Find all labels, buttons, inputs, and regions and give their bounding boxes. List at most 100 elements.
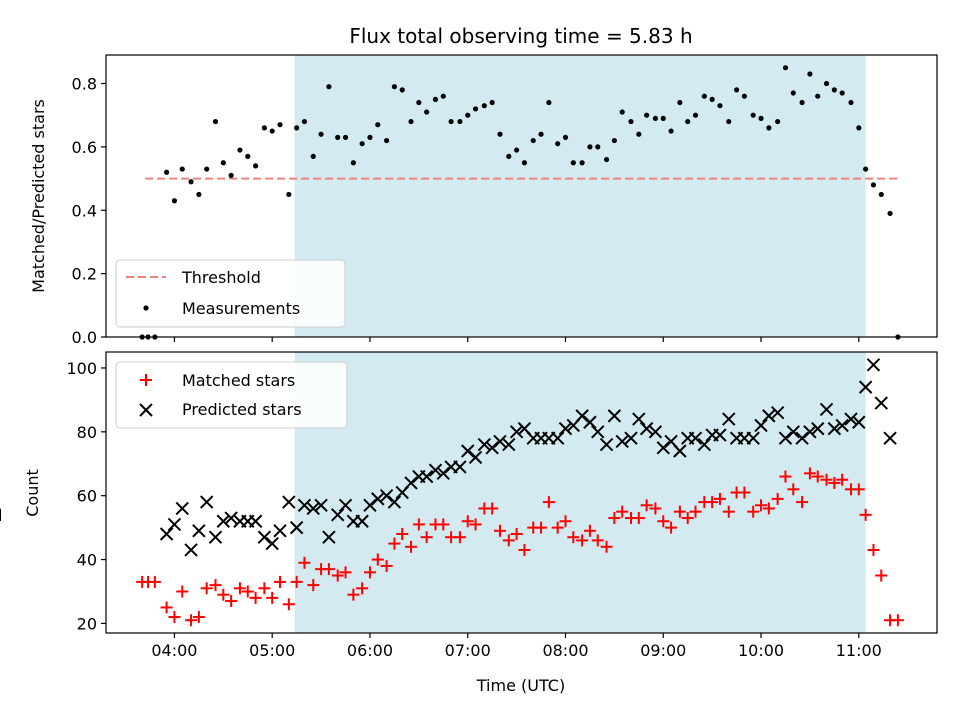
predicted-star-point <box>803 425 817 439</box>
matched-star-point <box>380 559 393 572</box>
measurement-point <box>497 131 503 137</box>
matched-stars-points <box>136 467 904 627</box>
measurement-point <box>261 125 267 131</box>
matched-star-point <box>796 496 809 509</box>
matched-star-point <box>891 614 904 627</box>
measurement-point <box>870 182 877 188</box>
matched-star-point <box>217 588 230 601</box>
matched-star-point <box>200 582 213 595</box>
matched-star-point <box>168 611 181 624</box>
predicted-star-point <box>387 495 402 509</box>
measurement-point <box>277 122 283 128</box>
matched-star-point <box>828 476 841 489</box>
x-tick-label: 09:00 <box>640 641 686 660</box>
top-x-ticks <box>173 337 860 342</box>
predicted-star-point <box>624 431 638 445</box>
bottom-y-tick-label: 60 <box>77 487 97 506</box>
matched-star-point <box>535 521 548 534</box>
measurement-point <box>741 93 748 99</box>
measurement-point <box>790 90 796 96</box>
matched-star-point <box>331 569 344 582</box>
predicted-star-point <box>509 425 524 439</box>
measurement-point <box>481 103 487 109</box>
matched-star-point <box>706 496 719 509</box>
matched-star-point <box>673 505 686 518</box>
legend-measurements-swatch <box>143 305 149 311</box>
bottom-legend-box <box>115 361 348 429</box>
legend-predicted-swatch <box>139 403 153 417</box>
matched-star-point <box>233 582 246 595</box>
measurement-point <box>521 160 528 166</box>
measurement-point <box>546 99 552 106</box>
matched-star-point <box>274 575 287 588</box>
measurement-point <box>611 137 617 144</box>
predicted-star-point <box>858 380 873 394</box>
predicted-star-point <box>648 425 663 439</box>
predicted-star-point <box>428 463 443 477</box>
measurement-point <box>668 128 674 134</box>
measurement-point <box>245 153 251 159</box>
matched-star-point <box>453 531 466 544</box>
matched-star-point <box>755 499 768 512</box>
measurement-point <box>359 141 365 147</box>
measurement-point <box>335 134 341 140</box>
measurement-point <box>408 118 414 125</box>
matched-star-point <box>225 595 238 608</box>
matched-star-point <box>567 531 580 544</box>
predicted-star-point <box>297 498 312 512</box>
top-y-tick-label: 0.2 <box>72 265 97 284</box>
matched-star-point <box>836 473 849 486</box>
predicted-star-point <box>461 444 475 458</box>
measurement-point <box>514 147 520 153</box>
measurement-point <box>701 93 707 99</box>
legend-threshold-label: Threshold <box>181 268 261 287</box>
predicted-star-point <box>265 536 279 551</box>
matched-star-point <box>722 505 735 518</box>
predicted-star-point <box>583 415 597 429</box>
measurement-point <box>619 109 625 115</box>
measurement-point <box>530 137 536 144</box>
predicted-star-point <box>746 431 760 445</box>
matched-star-point <box>657 515 670 528</box>
measurement-point <box>212 118 219 125</box>
x-tick-label: 04:00 <box>151 641 197 660</box>
matched-star-point <box>518 543 531 556</box>
measurement-point <box>188 179 194 185</box>
measurement-point <box>424 109 430 115</box>
matched-star-point <box>852 483 865 496</box>
measurement-point <box>350 160 356 166</box>
predicted-star-point <box>874 396 888 410</box>
measurement-point <box>367 134 373 140</box>
measurement-point <box>750 112 756 118</box>
x-axis-label: Time (UTC) <box>476 676 565 695</box>
x-tick-label: 06:00 <box>347 641 393 660</box>
top-panel: 0.00.20.40.60.8 Matched/Predicted stars … <box>29 54 938 347</box>
measurement-point <box>831 87 837 93</box>
matched-star-point <box>258 582 271 595</box>
matched-star-point <box>502 534 515 547</box>
measurement-point <box>799 99 805 106</box>
measurement-point <box>758 115 764 121</box>
predicted-star-point <box>477 437 492 452</box>
measurement-point <box>692 112 699 118</box>
legend-predicted-label: Predicted stars <box>182 400 302 419</box>
predicted-star-point <box>322 530 336 544</box>
matched-star-point <box>787 483 800 496</box>
measurement-point <box>775 118 781 125</box>
measurement-point <box>457 118 463 125</box>
measurement-point <box>595 144 601 150</box>
matched-star-point <box>209 579 222 592</box>
matched-star-point <box>437 518 450 531</box>
matched-star-point <box>681 512 694 525</box>
x-tick-label: 05:00 <box>249 641 295 660</box>
matched-star-point <box>148 575 161 588</box>
predicted-star-point <box>493 434 507 449</box>
x-tick-label: 10:00 <box>738 641 784 660</box>
measurement-point <box>878 191 884 198</box>
matched-star-point <box>307 579 320 592</box>
matched-star-point <box>583 524 596 537</box>
measurement-point <box>204 166 210 172</box>
predicted-star-point <box>697 437 712 452</box>
measurement-point <box>587 144 593 150</box>
predicted-star-point <box>371 492 385 506</box>
